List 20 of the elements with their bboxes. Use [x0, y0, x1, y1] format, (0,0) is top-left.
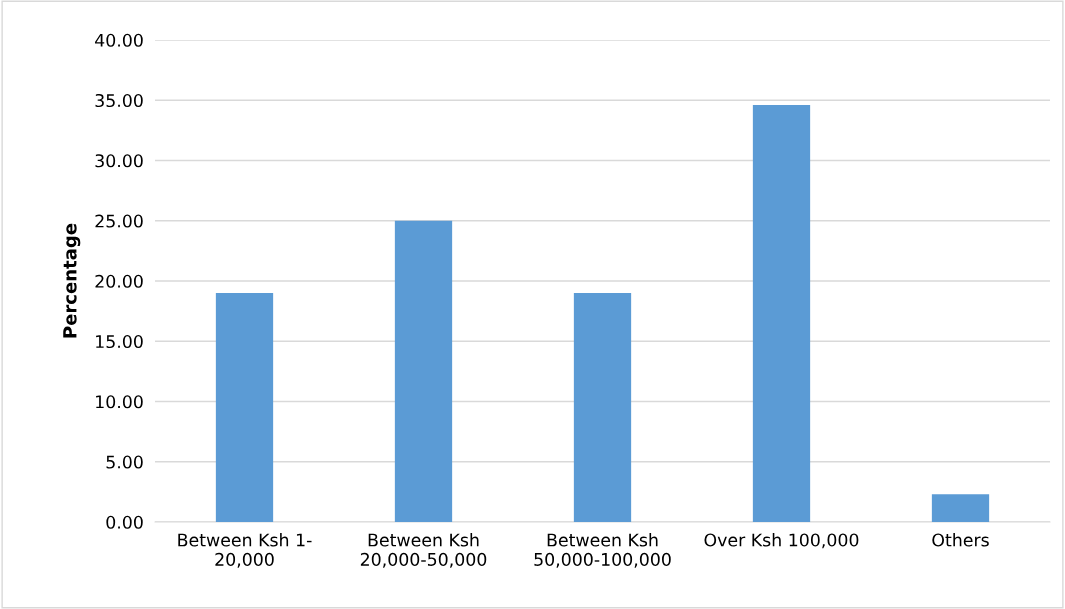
y-tick-label: 40.00 [95, 33, 143, 47]
x-tick-label: Between Ksh 20,000-50,000 [360, 533, 487, 568]
x-tick-label: Between Ksh 1- 20,000 [178, 533, 312, 568]
bar [215, 293, 274, 522]
bar [573, 293, 632, 522]
y-tick-label: 20.00 [95, 274, 143, 288]
y-axis-title: Percentage [63, 223, 81, 338]
y-tick-label: 10.00 [96, 395, 143, 409]
y-tick-label: 30.00 [95, 154, 143, 168]
bar [752, 105, 811, 522]
x-tick-label: Over Ksh 100,000 [704, 533, 859, 549]
bar [394, 220, 453, 522]
x-tick-label: Others [932, 533, 989, 547]
y-tick-label: 0.00 [106, 515, 143, 529]
bar [931, 494, 990, 522]
x-tick-label: Between Ksh 50,000-100,000 [534, 533, 671, 568]
y-tick-label: 15.00 [96, 334, 143, 349]
y-tick-label: 5.00 [106, 455, 143, 469]
y-tick-label: 35.00 [95, 93, 143, 108]
y-tick-label: 25.00 [95, 214, 143, 228]
